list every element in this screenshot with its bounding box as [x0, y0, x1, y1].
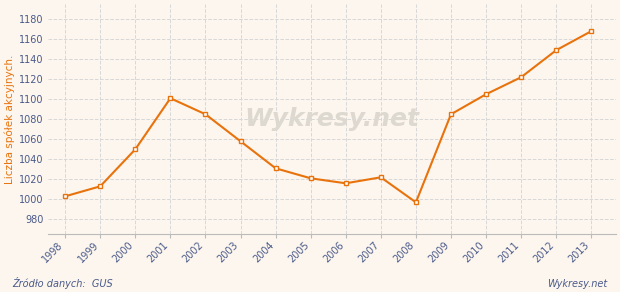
Text: Wykresy.net: Wykresy.net — [244, 107, 419, 131]
Text: Wykresy.net: Wykresy.net — [547, 279, 608, 289]
Text: Źródło danych:  GUS: Źródło danych: GUS — [12, 277, 113, 289]
Y-axis label: Liczba spółek akcyjnych.: Liczba spółek akcyjnych. — [4, 55, 15, 184]
